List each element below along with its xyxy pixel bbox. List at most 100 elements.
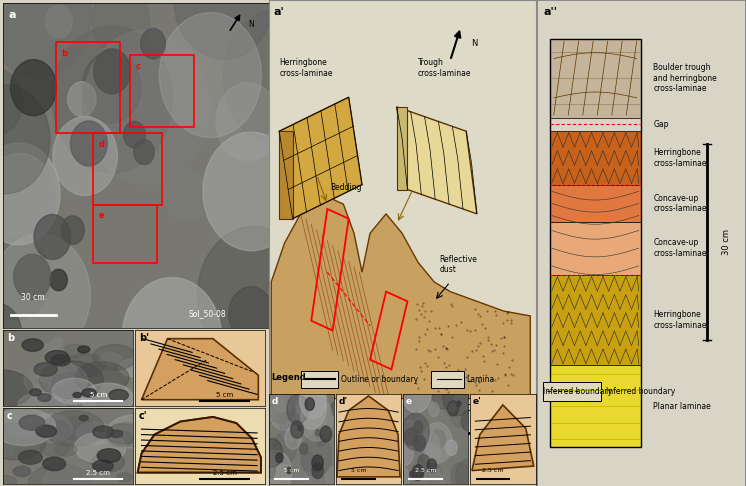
Text: Herringbone
cross-laminae: Herringbone cross-laminae <box>653 148 706 168</box>
Circle shape <box>285 372 313 411</box>
Circle shape <box>106 431 133 447</box>
Circle shape <box>107 415 164 448</box>
Circle shape <box>429 402 439 417</box>
Circle shape <box>34 214 71 260</box>
Circle shape <box>427 465 442 486</box>
Circle shape <box>122 278 222 399</box>
Text: 5 cm: 5 cm <box>283 469 299 473</box>
Circle shape <box>305 398 314 411</box>
Circle shape <box>17 466 34 476</box>
Circle shape <box>43 462 104 486</box>
Text: 30 cm: 30 cm <box>461 404 487 413</box>
Circle shape <box>274 432 297 463</box>
Text: c: c <box>7 411 13 421</box>
Circle shape <box>414 421 423 434</box>
Circle shape <box>30 389 41 396</box>
Circle shape <box>93 426 114 438</box>
Circle shape <box>413 465 424 480</box>
Circle shape <box>414 435 426 451</box>
Circle shape <box>0 408 56 446</box>
Circle shape <box>36 425 57 437</box>
Circle shape <box>410 471 414 478</box>
Circle shape <box>110 430 122 437</box>
Polygon shape <box>272 194 530 399</box>
Circle shape <box>198 226 310 364</box>
Bar <box>550 39 641 447</box>
Bar <box>550 39 641 118</box>
Circle shape <box>53 117 117 195</box>
Circle shape <box>0 85 50 194</box>
Circle shape <box>160 13 261 138</box>
Text: 2.5 cm: 2.5 cm <box>213 470 236 476</box>
Circle shape <box>402 413 429 450</box>
Circle shape <box>46 350 69 364</box>
Circle shape <box>68 478 94 486</box>
Circle shape <box>427 459 436 472</box>
Polygon shape <box>142 339 258 399</box>
Circle shape <box>78 346 90 353</box>
Circle shape <box>216 83 280 160</box>
Text: e': e' <box>473 397 481 406</box>
Circle shape <box>52 378 96 404</box>
Circle shape <box>81 383 134 414</box>
Circle shape <box>266 408 277 423</box>
Circle shape <box>174 0 274 60</box>
Circle shape <box>295 472 319 486</box>
Circle shape <box>54 443 77 456</box>
Text: Herringbone
cross-laminae: Herringbone cross-laminae <box>279 58 333 78</box>
Circle shape <box>395 441 413 466</box>
Circle shape <box>19 451 43 464</box>
Circle shape <box>134 139 154 165</box>
Circle shape <box>286 395 308 424</box>
Circle shape <box>83 30 210 185</box>
Circle shape <box>0 0 67 59</box>
Circle shape <box>75 362 129 394</box>
Circle shape <box>229 287 273 341</box>
Circle shape <box>13 321 54 345</box>
Circle shape <box>302 453 316 471</box>
Circle shape <box>68 82 96 117</box>
Circle shape <box>316 434 325 447</box>
Circle shape <box>13 254 51 299</box>
Circle shape <box>61 216 84 244</box>
Circle shape <box>106 422 148 447</box>
Bar <box>550 222 641 275</box>
Circle shape <box>70 121 107 166</box>
Circle shape <box>92 0 149 55</box>
Circle shape <box>424 442 440 465</box>
Circle shape <box>41 337 63 349</box>
Bar <box>550 131 641 185</box>
Text: Inferred boundary: Inferred boundary <box>606 387 675 396</box>
Circle shape <box>91 452 125 472</box>
Text: N: N <box>248 20 254 29</box>
Text: Lamina: Lamina <box>466 375 495 383</box>
Circle shape <box>422 422 452 464</box>
Circle shape <box>312 455 323 470</box>
Circle shape <box>262 438 283 467</box>
Circle shape <box>412 466 422 481</box>
Circle shape <box>398 429 425 466</box>
Circle shape <box>0 423 46 460</box>
Text: 30 cm.: 30 cm. <box>21 293 46 302</box>
Circle shape <box>450 446 480 486</box>
Text: e: e <box>406 397 412 406</box>
Circle shape <box>0 0 91 78</box>
Text: a'': a'' <box>543 7 557 17</box>
Circle shape <box>73 393 81 398</box>
Circle shape <box>66 353 105 377</box>
Circle shape <box>52 26 172 173</box>
Circle shape <box>165 170 207 221</box>
Text: Planar laminae: Planar laminae <box>653 402 711 411</box>
Text: Reflective
dust: Reflective dust <box>439 255 477 274</box>
Circle shape <box>446 440 457 455</box>
Circle shape <box>26 423 48 436</box>
Text: b: b <box>61 49 67 58</box>
Bar <box>93 205 157 263</box>
Circle shape <box>405 427 424 453</box>
Bar <box>56 42 120 133</box>
Circle shape <box>457 401 461 406</box>
Circle shape <box>13 466 31 477</box>
Circle shape <box>301 397 333 441</box>
Circle shape <box>286 467 292 474</box>
Circle shape <box>40 361 104 399</box>
